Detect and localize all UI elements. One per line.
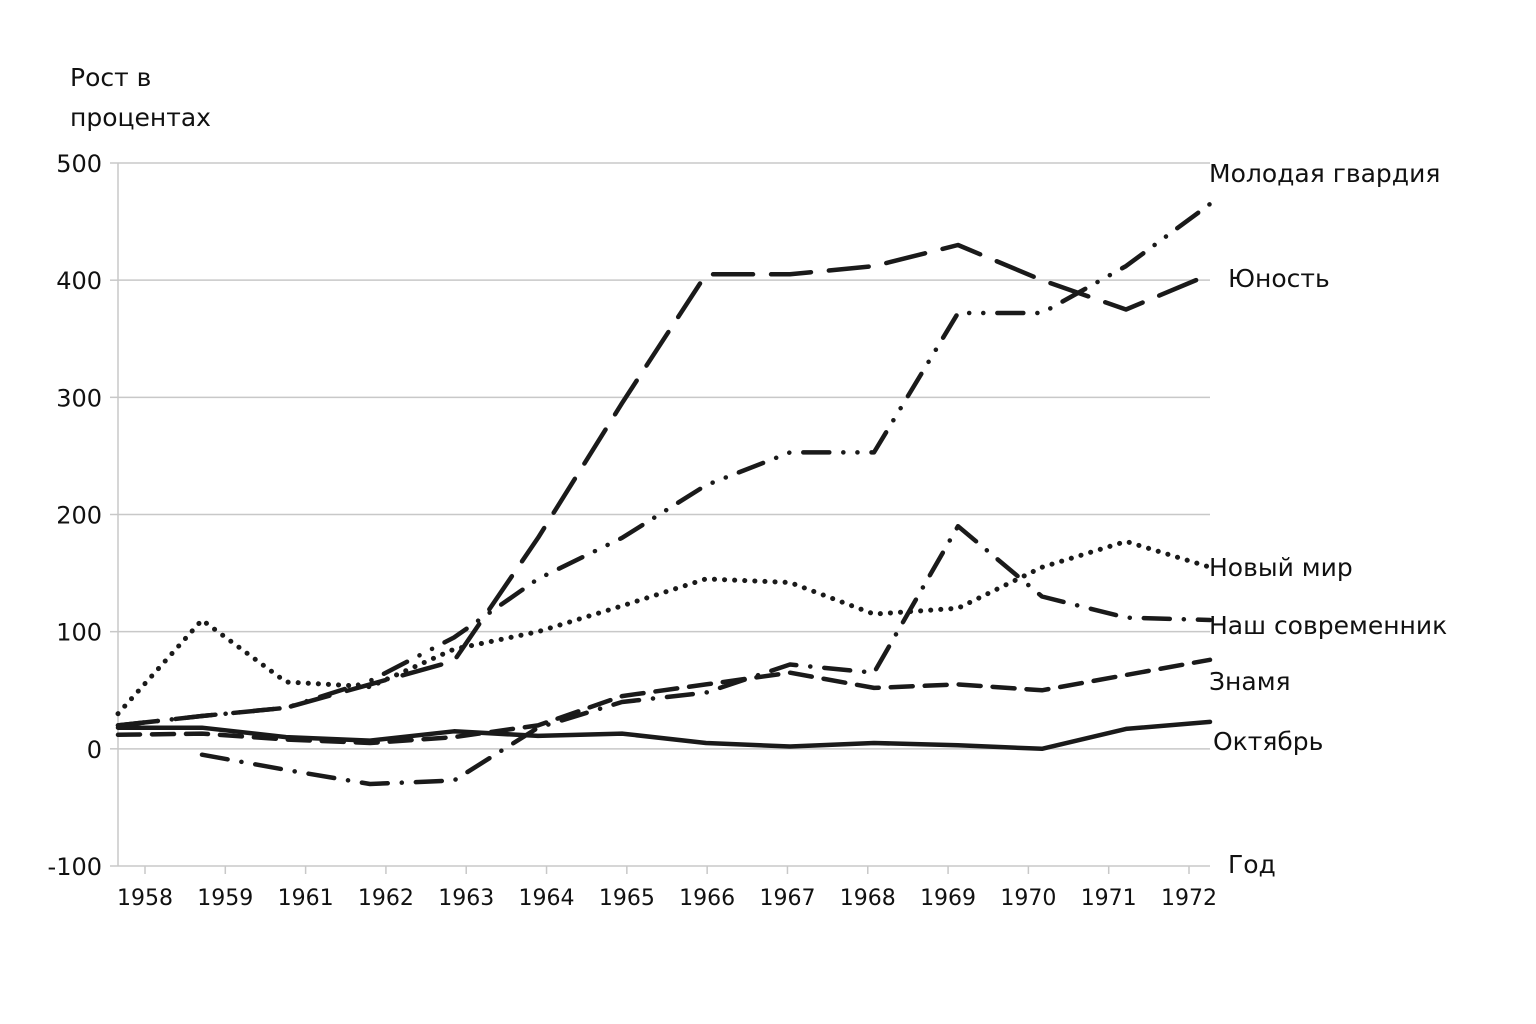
x-axis-title: Год [1228, 850, 1276, 879]
y-tick-label: 300 [56, 384, 102, 412]
x-tick-label: 1966 [679, 886, 735, 911]
y-tick-label: 400 [56, 267, 102, 295]
x-tick-label: 1969 [920, 886, 976, 911]
x-tick-label: 1972 [1161, 886, 1217, 911]
series-label: Молодая гвардия [1209, 159, 1440, 188]
series-line [115, 242, 1213, 728]
series-label: Знамя [1209, 667, 1291, 696]
x-tick-label: 1959 [197, 886, 253, 911]
series-label: Новый мир [1209, 553, 1353, 582]
series-line [115, 538, 1213, 717]
series-line [115, 719, 1213, 752]
series-line [199, 523, 1213, 787]
y-tick-label: 100 [56, 619, 102, 647]
y-axis-title-line-2: процентах [70, 103, 211, 132]
x-tick-label: 1963 [438, 886, 494, 911]
x-tick-label: 1971 [1081, 886, 1137, 911]
series-line [115, 657, 1213, 746]
y-tick-label: 500 [56, 150, 102, 178]
series-label: Наш современник [1209, 611, 1447, 640]
y-tick-label: 200 [56, 502, 102, 530]
x-tick-label: 1962 [358, 886, 414, 911]
series-label: Октябрь [1213, 727, 1323, 756]
y-tick-label: 0 [87, 736, 102, 764]
series-label: Юность [1228, 264, 1330, 293]
x-tick-label: 1970 [1000, 886, 1056, 911]
x-tick-label: 1965 [599, 886, 655, 911]
x-tick-label: 1967 [759, 886, 815, 911]
x-tick-label: 1964 [519, 886, 575, 911]
x-tick-label: 1961 [278, 886, 334, 911]
y-axis-title-line-1: Рост в [70, 63, 151, 92]
y-tick-label: -100 [48, 853, 102, 881]
x-tick-label: 1958 [117, 886, 173, 911]
series-line [115, 201, 1213, 728]
x-tick-label: 1968 [840, 886, 896, 911]
